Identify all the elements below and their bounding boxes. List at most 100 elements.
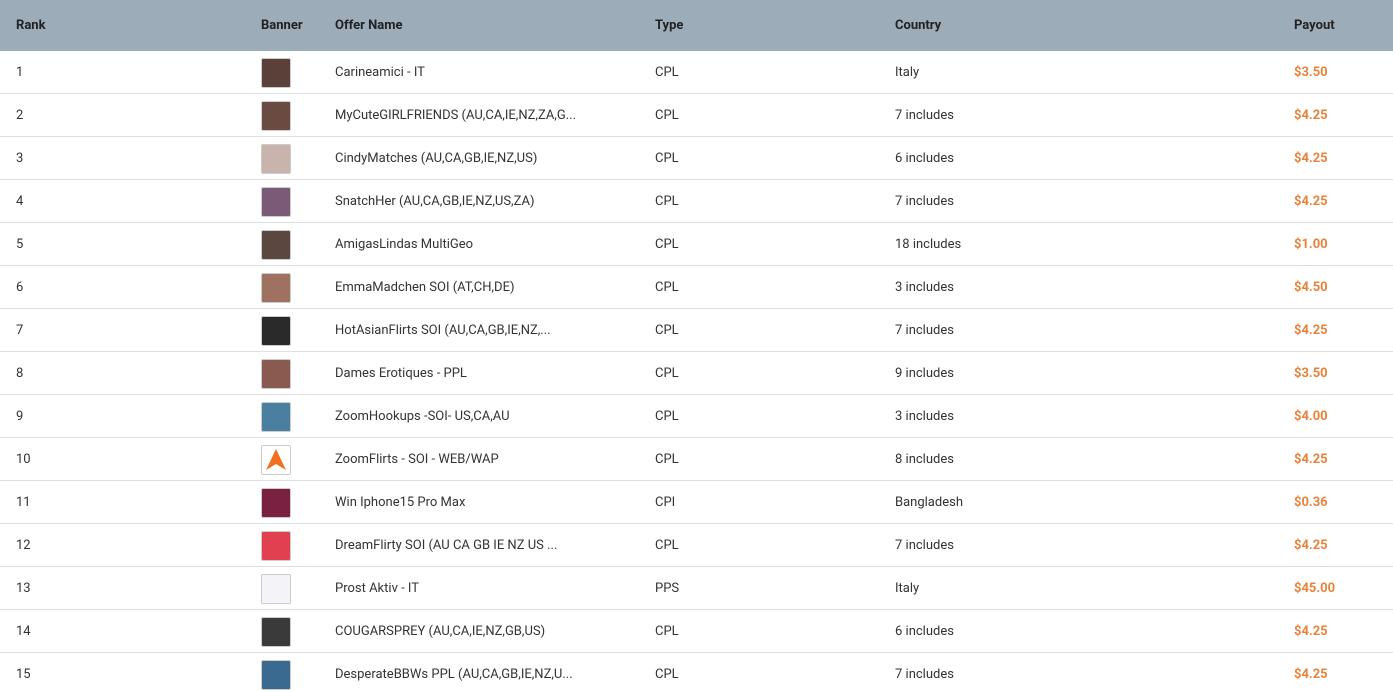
country: Bangladesh: [895, 494, 963, 510]
country: 7 includes: [895, 107, 954, 123]
table-row[interactable]: 6 EmmaMadchen SOI (AT,CH,DE) CPL 3 includes…: [0, 266, 1393, 309]
payout: $45.00: [1294, 580, 1336, 596]
offer-name: Prost Aktiv - IT: [335, 580, 420, 596]
offer-name: ZoomHookups -SOI- US,CA,AU: [335, 408, 510, 424]
payout: $4.00: [1294, 408, 1328, 424]
payout: $3.50: [1294, 365, 1328, 381]
country: 6 includes: [895, 623, 954, 639]
offer-type: CPL: [655, 107, 679, 123]
country: 7 includes: [895, 537, 954, 553]
offer-type: CPL: [655, 623, 679, 639]
payout: $4.25: [1294, 107, 1328, 123]
offer-type: CPL: [655, 64, 679, 80]
banner-thumbnail[interactable]: [261, 187, 291, 217]
offer-name: EmmaMadchen SOI (AT,CH,DE): [335, 279, 515, 295]
table-row[interactable]: 3 CindyMatches (AU,CA,GB,IE,NZ,US) CPL 6 in…: [0, 137, 1393, 180]
rank: 2: [16, 107, 24, 123]
payout: $4.25: [1294, 150, 1328, 166]
banner-thumbnail[interactable]: [261, 488, 291, 518]
payout: $0.36: [1294, 494, 1328, 510]
rank: 6: [16, 279, 24, 295]
table-row[interactable]: 7 HotAsianFlirts SOI (AU,CA,GB,IE,NZ,... C…: [0, 309, 1393, 352]
column-header[interactable]: Banner: [261, 18, 303, 33]
banner-thumbnail[interactable]: [261, 531, 291, 561]
country: 3 includes: [895, 279, 954, 295]
table-row[interactable]: 14 COUGARSPREY (AU,CA,IE,NZ,GB,US) CPL 6 in…: [0, 610, 1393, 653]
offer-name: Dames Erotiques - PPL: [335, 365, 467, 381]
column-header[interactable]: Country: [895, 18, 942, 33]
offer-type: CPL: [655, 150, 679, 166]
payout: $4.25: [1294, 537, 1328, 553]
country: 8 includes: [895, 451, 954, 467]
payout: $4.25: [1294, 666, 1328, 682]
rank: 10: [16, 451, 31, 467]
banner-thumbnail[interactable]: [261, 402, 291, 432]
table-row[interactable]: 15 DesperateBBWs PPL (AU,CA,GB,IE,NZ,U...…: [0, 653, 1393, 692]
table-row[interactable]: 11 Win Iphone15 Pro Max CPI Bangladesh $0.36: [0, 481, 1393, 524]
offer-name: SnatchHer (AU,CA,GB,IE,NZ,US,ZA): [335, 193, 535, 209]
offer-type: CPL: [655, 193, 679, 209]
column-header[interactable]: Offer Name: [335, 18, 403, 33]
rank: 9: [16, 408, 24, 424]
offer-name: DreamFlirty SOI (AU CA GB IE NZ US ...: [335, 537, 558, 553]
column-header[interactable]: Payout: [1294, 18, 1335, 33]
rank: 8: [16, 365, 24, 381]
offer-name: DesperateBBWs PPL (AU,CA,GB,IE,NZ,U...: [335, 666, 573, 682]
rank: 12: [16, 537, 31, 553]
column-header[interactable]: Rank: [16, 18, 46, 33]
payout: $1.00: [1294, 236, 1328, 252]
banner-thumbnail[interactable]: [261, 58, 291, 88]
offer-type: CPL: [655, 279, 679, 295]
rank: 1: [16, 64, 24, 80]
banner-thumbnail[interactable]: [261, 144, 291, 174]
banner-thumbnail[interactable]: [261, 316, 291, 346]
country: Italy: [895, 64, 920, 80]
table-row[interactable]: 2 MyCuteGIRLFRIENDS (AU,CA,IE,NZ,ZA,G... C…: [0, 94, 1393, 137]
table-row[interactable]: 4 SnatchHer (AU,CA,GB,IE,NZ,US,ZA) CPL 7 in…: [0, 180, 1393, 223]
rank: 4: [16, 193, 24, 209]
payout: $3.50: [1294, 64, 1328, 80]
payout: $4.50: [1294, 279, 1328, 295]
offer-name: COUGARSPREY (AU,CA,IE,NZ,GB,US): [335, 623, 546, 639]
offer-type: CPL: [655, 451, 679, 467]
banner-thumbnail[interactable]: [261, 660, 291, 690]
banner-thumbnail[interactable]: [261, 574, 291, 604]
table-row[interactable]: 10 ZoomFlirts - SOI - WEB/WAP CPL 8 include…: [0, 438, 1393, 481]
table-row[interactable]: 5 AmigasLindas MultiGeo CPL 18 includes $1.0…: [0, 223, 1393, 266]
offer-name: MyCuteGIRLFRIENDS (AU,CA,IE,NZ,ZA,G...: [335, 107, 577, 123]
offer-type: CPL: [655, 666, 679, 682]
offer-name: Win Iphone15 Pro Max: [335, 494, 466, 510]
offer-type: CPL: [655, 537, 679, 553]
rank: 5: [16, 236, 24, 252]
payout: $4.25: [1294, 451, 1328, 467]
table-header: Rank Banner Offer Name Type Country Payout: [0, 0, 1393, 51]
banner-thumbnail[interactable]: [261, 359, 291, 389]
rank: 15: [16, 666, 31, 682]
column-header[interactable]: Type: [655, 18, 684, 33]
country: 18 includes: [895, 236, 962, 252]
country: Italy: [895, 580, 920, 596]
offer-name: ZoomFlirts - SOI - WEB/WAP: [335, 451, 499, 467]
banner-thumbnail[interactable]: [261, 617, 291, 647]
table-row[interactable]: 1 Carineamici - IT CPL Italy $3.50: [0, 51, 1393, 94]
offer-type: CPL: [655, 408, 679, 424]
table-row[interactable]: 9 ZoomHookups -SOI- US,CA,AU CPL 3 includes…: [0, 395, 1393, 438]
banner-thumbnail[interactable]: [261, 230, 291, 260]
offer-type: CPI: [655, 494, 676, 510]
rank: 7: [16, 322, 24, 338]
payout: $4.25: [1294, 623, 1328, 639]
offer-name: AmigasLindas MultiGeo: [335, 236, 474, 252]
offer-type: CPL: [655, 236, 679, 252]
country: 7 includes: [895, 322, 954, 338]
banner-thumbnail[interactable]: [261, 101, 291, 131]
table-row[interactable]: 8 Dames Erotiques - PPL CPL 9 includes $3.50: [0, 352, 1393, 395]
country: 9 includes: [895, 365, 954, 381]
banner-thumbnail[interactable]: [261, 273, 291, 303]
rank: 3: [16, 150, 24, 166]
banner-thumbnail[interactable]: [261, 445, 291, 475]
payout: $4.25: [1294, 322, 1328, 338]
country: 6 includes: [895, 150, 954, 166]
table-row[interactable]: 12 DreamFlirty SOI (AU CA GB IE NZ US ...…: [0, 524, 1393, 567]
table-row[interactable]: 13 Prost Aktiv - IT PPS Italy $45.00: [0, 567, 1393, 610]
